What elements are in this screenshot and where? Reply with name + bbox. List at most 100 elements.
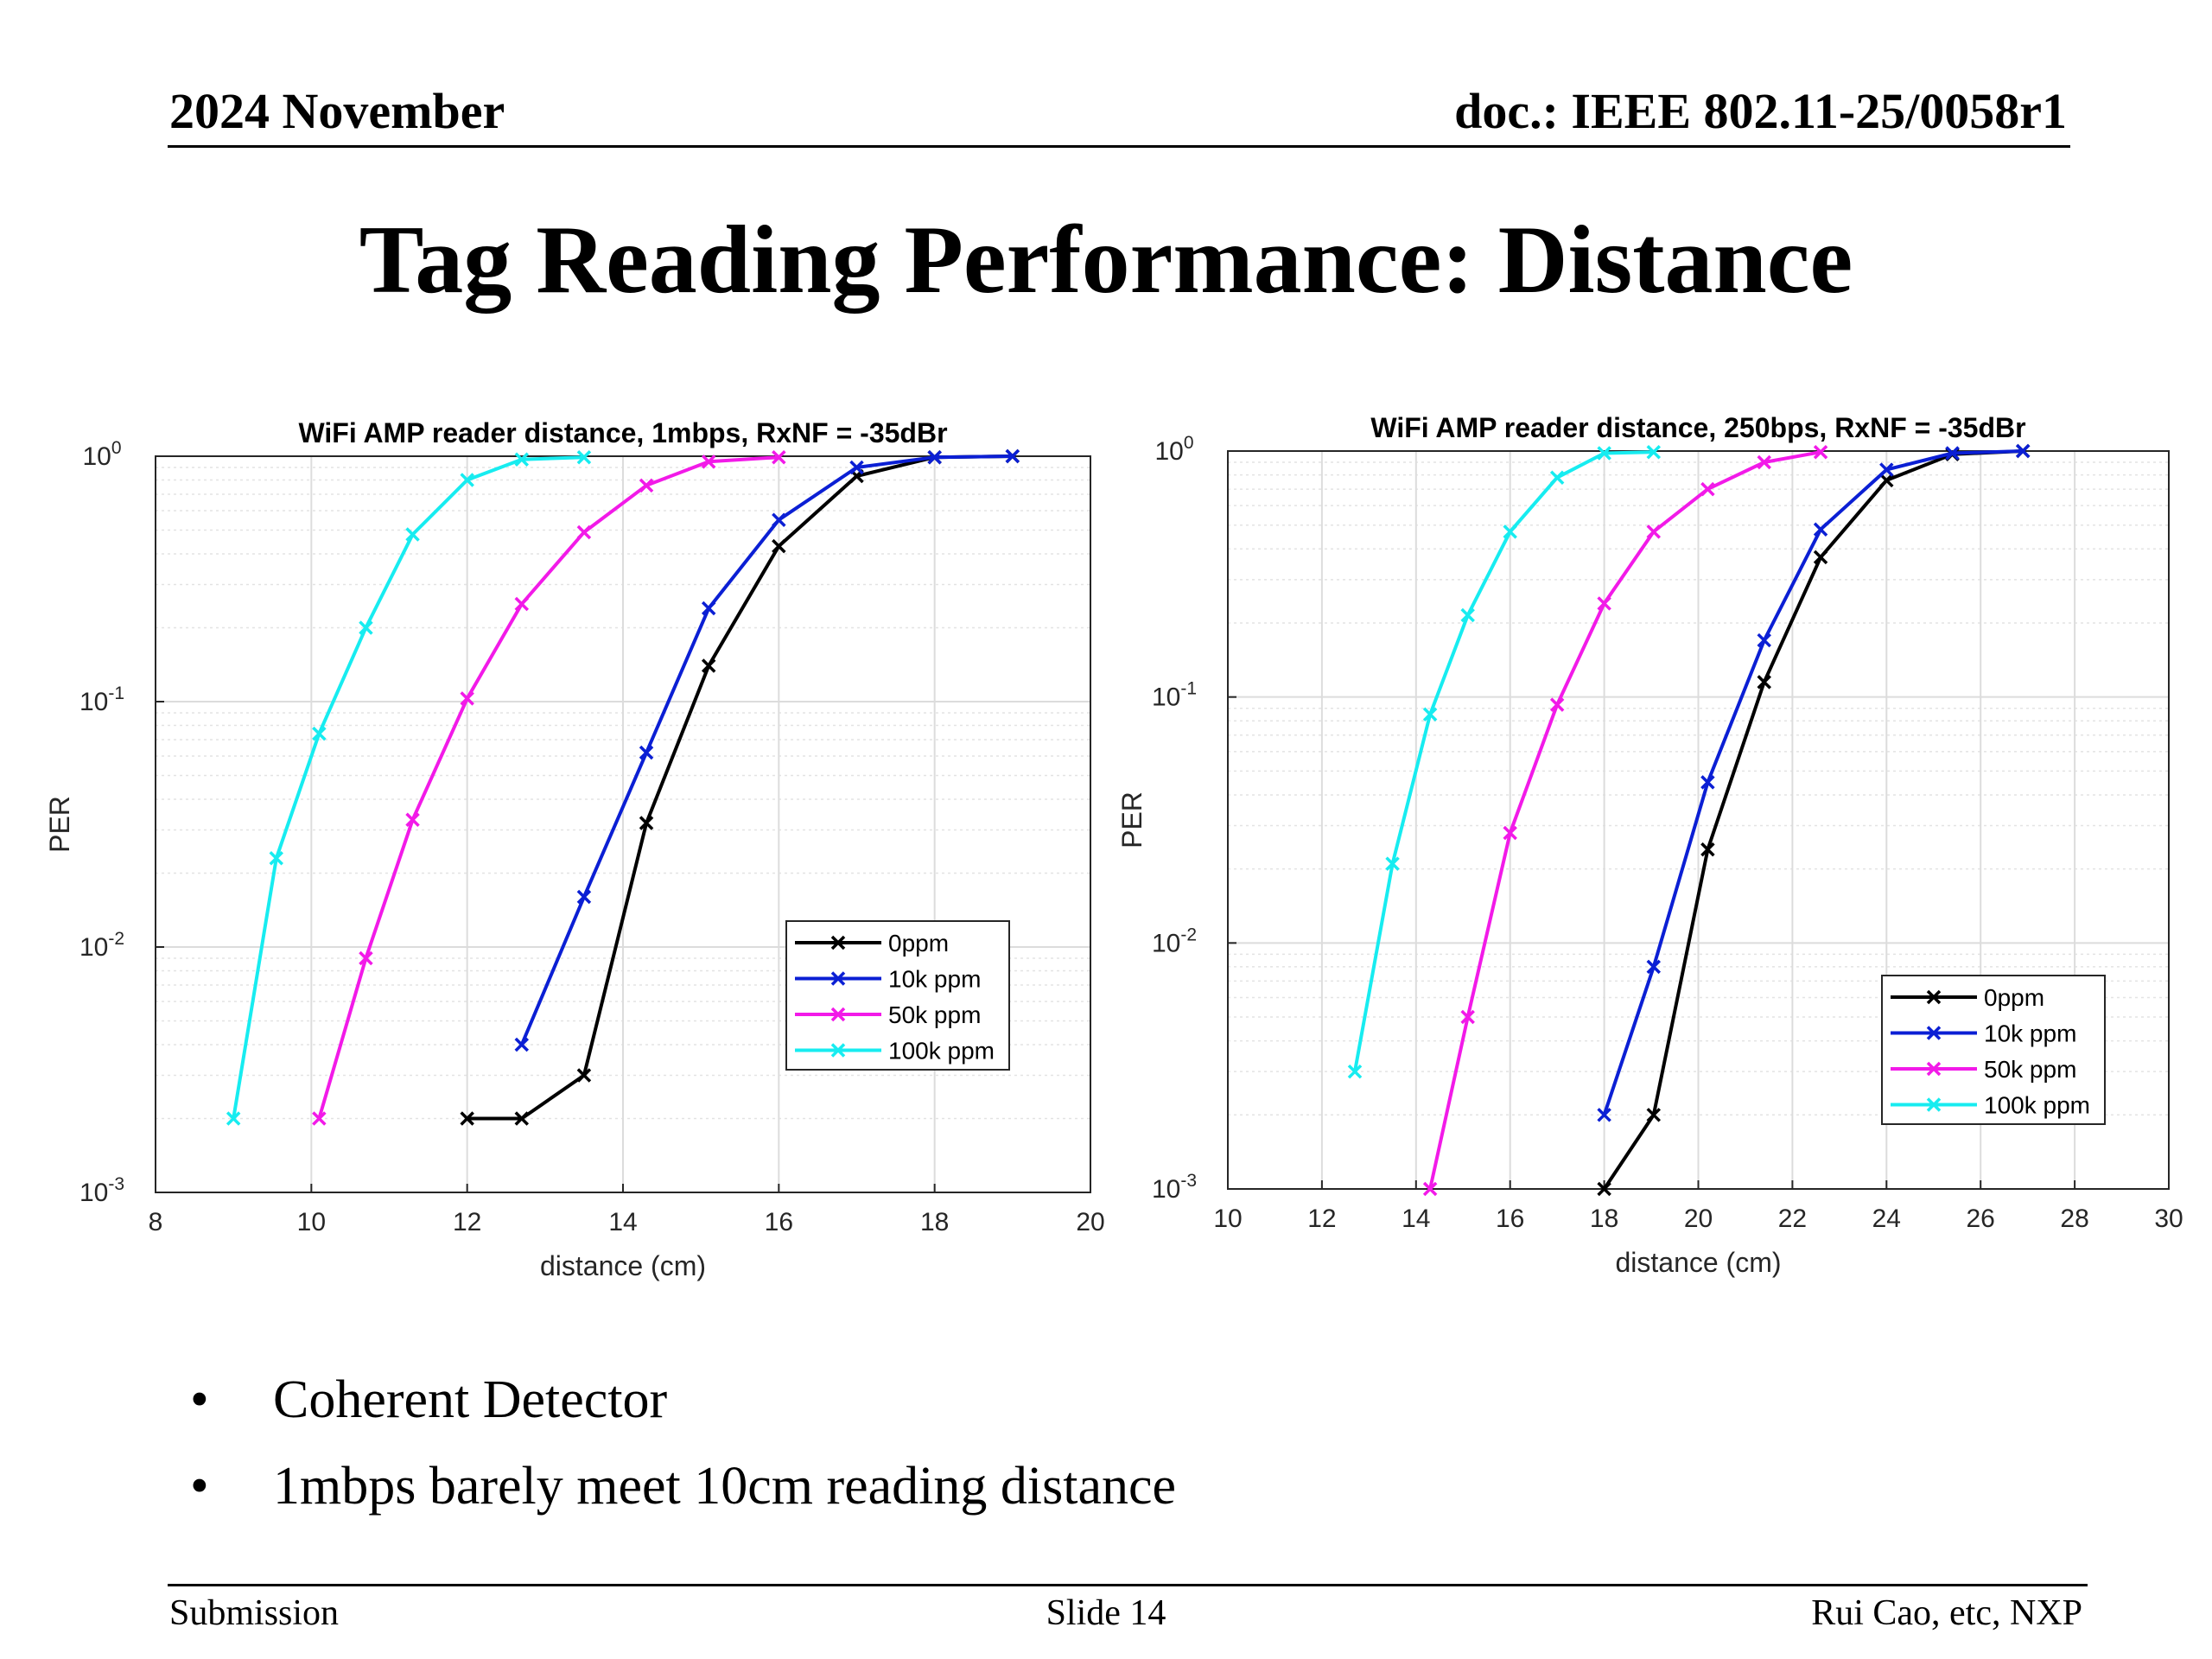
legend-label: 10k ppm (888, 966, 981, 993)
data-point-marker (460, 473, 474, 487)
data-point-marker (1422, 707, 1438, 721)
data-point-marker (639, 816, 654, 830)
data-point-marker (1646, 524, 1662, 539)
y-tick-label: 10-3 (1152, 1171, 1197, 1204)
x-tick-label: 26 (1967, 1205, 1995, 1233)
data-point-marker (1757, 632, 1771, 648)
footer-divider (168, 1584, 2088, 1586)
data-point-marker (701, 658, 716, 673)
header-doc-number: doc.: IEEE 802.11-25/0058r1 (1454, 83, 2067, 139)
bullet-item: • Coherent Detector (181, 1357, 1176, 1443)
series-line (1353, 450, 1654, 1072)
series-line (1602, 449, 2024, 1191)
data-point-marker (1597, 1108, 1611, 1122)
data-point-marker (576, 524, 592, 540)
data-point-marker (1813, 445, 1828, 460)
data-point-marker (226, 1111, 241, 1126)
data-point-marker (1005, 448, 1020, 464)
data-point-marker (514, 452, 530, 467)
series-line (232, 455, 584, 1119)
data-point-marker (927, 450, 942, 465)
data-point-marker (772, 450, 786, 465)
data-point-marker (701, 601, 716, 616)
data-point-marker (1549, 470, 1565, 485)
slide-title: Tag Reading Performance: Distance (359, 207, 1853, 314)
bullet-dot: • (190, 1370, 209, 1429)
chart-250bps: 10 12 14 16 18 20 22 24 26 28 30 100 10-1 10-2 10-3 WiF… (1106, 397, 2212, 1300)
data-point-marker (514, 1037, 530, 1052)
data-point-marker (1503, 524, 1517, 539)
bullet-text: Coherent Detector (273, 1370, 668, 1429)
data-point-marker (359, 620, 373, 635)
footer-author: Rui Cao, etc, NXP (1811, 1593, 2082, 1633)
data-point-marker (269, 851, 283, 866)
data-point-marker (1757, 454, 1771, 470)
header-date: 2024 November (169, 83, 505, 139)
x-tick-label: 8 (149, 1208, 163, 1236)
data-point-marker (1460, 1009, 1475, 1025)
x-tick-label: 18 (1590, 1205, 1618, 1233)
y-tick-label: 100 (82, 438, 121, 471)
data-point-marker (1879, 473, 1894, 488)
data-point-marker (312, 1111, 327, 1126)
data-point-marker (772, 512, 786, 527)
data-point-marker (1460, 607, 1475, 623)
data-point-marker (312, 726, 327, 741)
x-tick-label: 14 (608, 1208, 637, 1236)
chart-1mbps-svg: 8 10 12 14 16 18 20 100 10-1 10-2 10-3 WiFi AMP rea… (44, 417, 1105, 1281)
x-tick-label: 22 (1778, 1205, 1807, 1233)
bullet-item: • 1mbps barely meet 10cm reading distance (181, 1443, 1176, 1529)
y-axis-label: PER (44, 796, 75, 853)
legend-marker (830, 1007, 846, 1022)
data-point-marker (576, 889, 592, 905)
x-tick-label: 10 (1213, 1205, 1242, 1233)
legend-marker (1926, 1097, 1942, 1112)
x-axis-label: distance (cm) (540, 1250, 706, 1281)
data-point-marker (460, 691, 474, 706)
x-tick-label: 20 (1684, 1205, 1713, 1233)
data-point-marker (849, 460, 864, 475)
x-tick-label: 16 (765, 1208, 793, 1236)
legend-marker (1926, 989, 1942, 1005)
legend-label: 0ppm (888, 930, 949, 957)
data-point-marker (701, 454, 716, 469)
data-point-marker (1503, 825, 1517, 841)
x-tick-label: 16 (1496, 1205, 1524, 1233)
data-point-marker (1347, 1064, 1363, 1079)
data-point-marker (1597, 596, 1611, 611)
data-point-marker (514, 596, 530, 612)
data-point-marker (460, 1111, 474, 1126)
data-point-marker (1813, 522, 1828, 537)
legend-label: 100k ppm (888, 1038, 995, 1065)
y-tick-label: 10-1 (79, 683, 124, 716)
data-point-marker (1385, 856, 1400, 871)
x-tick-label: 12 (453, 1208, 481, 1236)
bullet-text: 1mbps barely meet 10cm reading distance (273, 1457, 1177, 1516)
legend-label: 50k ppm (888, 1001, 981, 1028)
legend-label: 0ppm (1984, 984, 2044, 1011)
x-tick-label: 24 (1872, 1205, 1901, 1233)
x-tick-label: 14 (1402, 1205, 1430, 1233)
legend: 0ppm 10k ppm 50k ppm 100k ppm (785, 920, 1010, 1071)
data-point-marker (2015, 443, 2031, 459)
data-point-marker (359, 950, 373, 966)
legend-label: 50k ppm (1984, 1056, 2076, 1083)
bullet-list: • Coherent Detector • 1mbps barely meet 10… (181, 1357, 1176, 1529)
chart-title: WiFi AMP reader distance, 1mbps, RxNF = … (298, 417, 947, 448)
data-point-marker (514, 1111, 530, 1126)
data-point-marker (772, 538, 786, 554)
y-axis-label: PER (1116, 791, 1147, 849)
legend-label: 10k ppm (1984, 1020, 2076, 1047)
data-point-marker (639, 745, 654, 760)
data-point-marker (405, 527, 420, 542)
legend-marker (830, 935, 846, 950)
data-point-marker (1422, 1181, 1438, 1197)
data-point-marker (576, 450, 592, 465)
data-point-marker (1597, 1181, 1611, 1197)
data-point-marker (1945, 446, 1960, 461)
chart-1mbps: 8 10 12 14 16 18 20 100 10-1 10-2 10-3 WiFi AMP rea… (26, 397, 1106, 1300)
data-point-marker (405, 812, 420, 827)
axes-frame (1227, 450, 2170, 1190)
data-point-marker (1700, 842, 1715, 857)
data-point-marker (1700, 775, 1715, 790)
